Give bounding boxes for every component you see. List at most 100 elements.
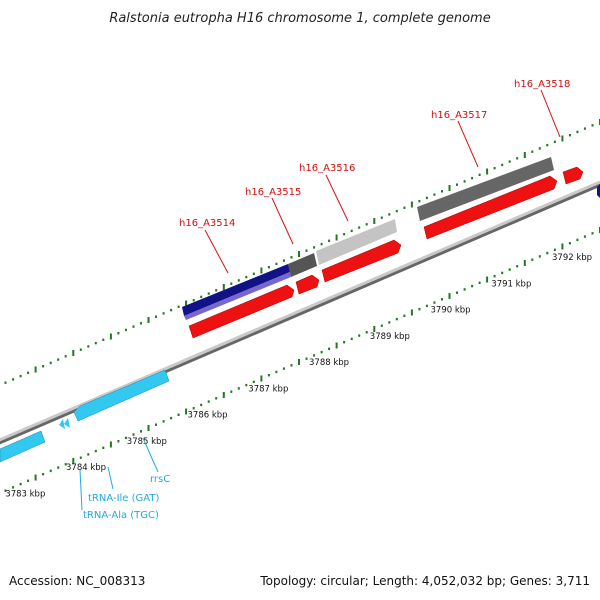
genome-summary-text: Topology: circular; Length: 4,052,032 bp…: [259, 574, 590, 588]
inner-track-minor-tick: [425, 304, 428, 308]
outer-track-minor-tick: [42, 365, 45, 368]
protein-gene-h16-a3516[interactable]: [321, 239, 402, 283]
outer-track-minor-tick: [230, 282, 233, 285]
inner-track-minor-tick: [531, 258, 534, 261]
inner-track-minor-tick: [493, 275, 496, 278]
inner-track-minor-tick: [177, 413, 180, 416]
outer-track-major-tick: [109, 333, 112, 340]
leader-h16-a3518: [540, 89, 561, 138]
rna-gene-trna-ile[interactable]: [64, 418, 70, 428]
outer-track-minor-tick: [313, 246, 316, 249]
inner-track-minor-tick: [471, 284, 474, 288]
inner-track-major-tick: [222, 392, 225, 398]
leader-trna-ala: [79, 469, 83, 511]
inner-track-major-tick: [34, 474, 37, 481]
inner-track-major-tick: [109, 441, 112, 448]
inner-track-minor-tick: [501, 271, 504, 275]
outer-track-minor-tick: [591, 124, 594, 127]
tick-label: 3788 kbp: [309, 358, 349, 368]
inner-track-major-tick: [298, 359, 300, 365]
inner-track-minor-tick: [546, 251, 549, 255]
protein-gene-h16-a3518[interactable]: [562, 166, 584, 185]
outer-track-minor-tick: [395, 209, 398, 213]
inner-track-minor-tick: [456, 291, 458, 294]
inner-track-minor-tick: [418, 308, 421, 311]
inner-track-minor-tick: [508, 268, 511, 271]
outer-track-minor-tick: [508, 160, 511, 163]
rna-gene-rrsC[interactable]: [73, 369, 170, 422]
gene-label-h16-a3516[interactable]: h16_A3516: [299, 163, 355, 174]
outer-track-minor-tick: [320, 242, 323, 246]
outer-track-minor-tick: [57, 358, 60, 361]
protein-gene-h16-a3517[interactable]: [423, 175, 558, 240]
outer-track-minor-tick: [425, 196, 428, 200]
outer-track-minor-tick: [267, 266, 270, 269]
outer-track-minor-tick: [162, 312, 165, 315]
inner-track-minor-tick: [365, 331, 368, 334]
outer-track-minor-tick: [200, 295, 203, 299]
outer-track-minor-tick: [12, 378, 15, 381]
inner-track-major-tick: [448, 293, 451, 299]
outer-track-minor-tick: [583, 127, 586, 130]
inner-dot-track: [4, 227, 600, 492]
leader-trna-ile: [107, 466, 114, 490]
cog-block-light-gray[interactable]: [316, 219, 397, 265]
inner-track-minor-tick: [230, 390, 233, 393]
outer-track-minor-tick: [501, 163, 504, 167]
cog-block-dark-gray-2[interactable]: [417, 157, 554, 221]
outer-track-minor-tick: [538, 147, 541, 150]
inner-track-minor-tick: [583, 235, 586, 238]
leader-rrsC: [142, 437, 159, 473]
cog-block-dark-blue[interactable]: [182, 264, 290, 316]
inner-track-minor-tick: [388, 321, 391, 324]
outer-track-major-tick: [410, 201, 413, 208]
gene-label-trna-ile[interactable]: tRNA-Ile (GAT): [88, 493, 159, 504]
outer-track-minor-tick: [282, 259, 285, 262]
outer-track-minor-tick: [19, 374, 22, 378]
gene-label-trna-ala[interactable]: tRNA-Ala (TGC): [83, 510, 159, 521]
gene-label-h16-a3515[interactable]: h16_A3515: [245, 187, 301, 198]
tick-label: 3784 kbp: [66, 463, 106, 473]
tick-label: 3792 kbp: [552, 253, 592, 263]
protein-gene-h16-a3514[interactable]: [188, 284, 295, 339]
outer-track-minor-tick: [215, 289, 218, 292]
outer-track-major-tick: [523, 152, 526, 158]
outer-track-minor-tick: [140, 322, 142, 325]
inner-track-minor-tick: [132, 433, 135, 436]
inner-track-minor-tick: [252, 380, 255, 383]
tick-label: 3786 kbp: [188, 411, 228, 421]
accession-text: Accession: NC_008313: [9, 574, 145, 588]
tick-label: 3787 kbp: [248, 384, 288, 394]
rna-gene-left[interactable]: [0, 430, 46, 463]
inner-track-minor-tick: [275, 370, 278, 374]
leader-h16-a3517: [457, 120, 479, 168]
outer-track-minor-tick: [365, 223, 368, 226]
tick-label: 3785 kbp: [127, 437, 167, 447]
inner-track-minor-tick: [124, 436, 127, 440]
genome-backbone: [0, 180, 600, 442]
inner-track-minor-tick: [463, 288, 466, 291]
rna-gene-trna-ala[interactable]: [59, 419, 65, 429]
label-leaders: [204, 89, 561, 274]
inner-track-minor-tick: [576, 238, 579, 242]
gene-label-h16-a3517[interactable]: h16_A3517: [431, 110, 487, 121]
protein-gene-h16-a3515[interactable]: [295, 274, 320, 295]
leader-h16-a3514: [204, 229, 229, 274]
inner-track-minor-tick: [245, 383, 248, 387]
gene-label-rrsC[interactable]: rrsC: [150, 474, 170, 485]
outer-track-minor-tick: [350, 229, 353, 233]
gene-label-h16-a3518[interactable]: h16_A3518: [514, 79, 570, 90]
inner-track-major-tick: [335, 342, 338, 349]
cog-block-light-blue[interactable]: [184, 272, 291, 320]
outer-track-minor-tick: [49, 361, 52, 365]
inner-track-minor-tick: [102, 446, 105, 449]
cog-block-edge-blue[interactable]: [597, 184, 600, 198]
inner-track-major-tick: [185, 408, 188, 415]
outer-track-minor-tick: [305, 249, 308, 252]
outer-track-minor-tick: [64, 355, 67, 358]
inner-track-minor-tick: [140, 430, 142, 433]
outer-track-minor-tick: [553, 140, 556, 143]
gene-label-h16-a3514[interactable]: h16_A3514: [179, 218, 235, 229]
cog-block-dark-gray[interactable]: [288, 253, 317, 277]
outer-track-minor-tick: [463, 180, 466, 183]
